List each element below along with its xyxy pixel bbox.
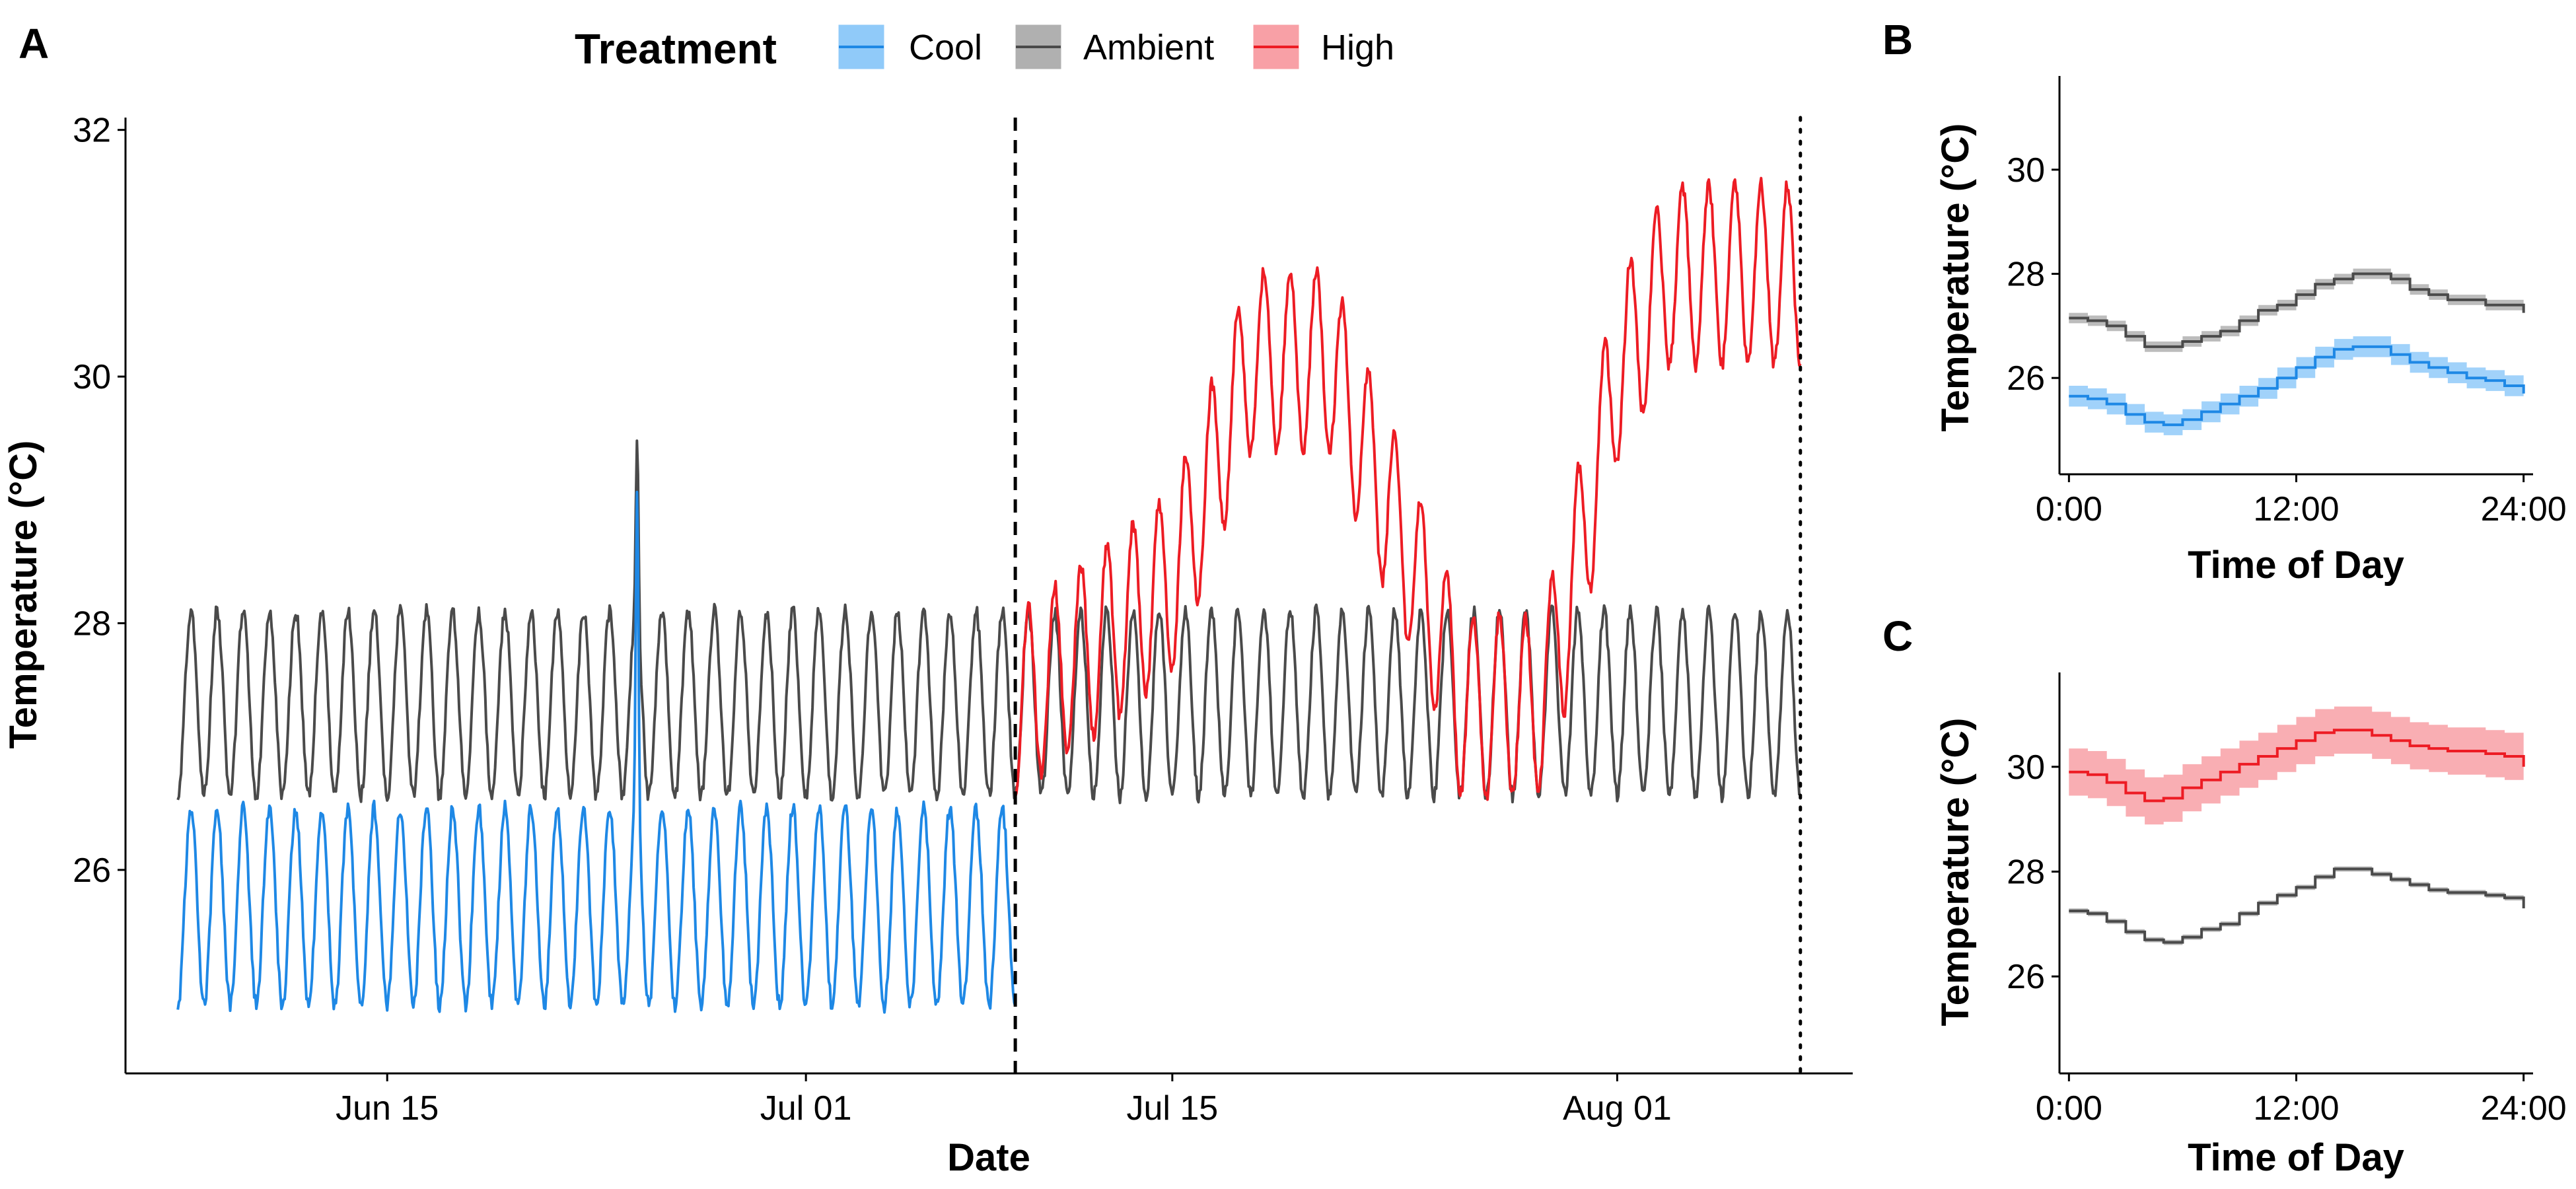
- panel-a-x-title: Date: [947, 1136, 1030, 1179]
- series-band-ambient: [2069, 268, 2524, 352]
- x-tick-label: 0:00: [2036, 490, 2102, 528]
- panel-a-y-ticks: 26 28 30 32: [73, 112, 125, 890]
- series-line-ambient: [2069, 272, 2525, 348]
- panel-b-y-title: Temperature (°C): [1934, 124, 1977, 432]
- panel-c-y-ticks: 26 28 30: [2007, 748, 2059, 996]
- y-tick-label: 28: [2007, 256, 2045, 294]
- x-tick-label: Jul 15: [1126, 1089, 1218, 1128]
- panel-b: 26 28 30 0:00 12:00 24:00 Time of Day Temper…: [1934, 76, 2567, 587]
- panel-b-y-ticks: 26 28 30: [2007, 151, 2059, 398]
- panel-c-y-title: Temperature (°C): [1934, 718, 1977, 1027]
- x-tick-label: 24:00: [2481, 1089, 2567, 1128]
- legend-label-cool: Cool: [909, 28, 982, 67]
- x-tick-label: 24:00: [2481, 490, 2567, 528]
- legend-item-high: High: [1253, 24, 1394, 69]
- y-tick-label: 32: [73, 112, 111, 150]
- y-tick-label: 28: [73, 605, 111, 643]
- panel-a-x-ticks: Jun 15 Jul 01 Jul 15 Aug 01: [336, 1073, 1672, 1128]
- y-tick-label: 30: [2007, 748, 2045, 787]
- legend-item-cool: Cool: [838, 24, 982, 69]
- legend-item-ambient: Ambient: [1015, 24, 1214, 69]
- panel-a-series: [176, 176, 1802, 1014]
- y-tick-label: 30: [73, 358, 111, 396]
- x-tick-label: 12:00: [2253, 1089, 2339, 1128]
- panel-a-y-title: Temperature (°C): [2, 441, 45, 749]
- legend-title: Treatment: [575, 25, 777, 73]
- legend: Treatment Cool Ambient High: [575, 24, 1394, 73]
- x-tick-label: 12:00: [2253, 490, 2339, 528]
- series-line-cool: [176, 490, 1017, 1014]
- series-line-high: [1014, 176, 1802, 801]
- panel-label-c: C: [1882, 612, 1913, 660]
- panel-b-series: [2069, 268, 2525, 435]
- series-line-cool: [2069, 345, 2525, 427]
- panel-c-x-title: Time of Day: [2188, 1136, 2404, 1179]
- series-band-cool: [2069, 336, 2524, 435]
- legend-label-high: High: [1321, 28, 1394, 67]
- y-tick-label: 30: [2007, 151, 2045, 190]
- series-line-ambient: [2069, 867, 2525, 944]
- x-tick-label: 0:00: [2036, 1089, 2102, 1128]
- panel-b-x-title: Time of Day: [2188, 544, 2404, 587]
- x-tick-label: Aug 01: [1563, 1089, 1672, 1128]
- panel-a: 26 28 30 32 Jun 15 Jul 01 Jul 15 Aug 01 Date T…: [2, 112, 1853, 1179]
- y-tick-label: 26: [2007, 958, 2045, 996]
- panel-label-b: B: [1882, 16, 1913, 63]
- panel-label-a: A: [18, 20, 49, 67]
- y-tick-label: 28: [2007, 853, 2045, 892]
- panel-a-reference-lines: [1013, 116, 1803, 1075]
- panel-c-series: [2069, 706, 2525, 945]
- x-tick-label: Jun 15: [336, 1089, 439, 1128]
- series-band-high: [2069, 706, 2524, 825]
- panel-c: 26 28 30 0:00 12:00 24:00 Time of Day Temper…: [1934, 672, 2567, 1179]
- series-line-high: [2069, 729, 2525, 803]
- x-tick-label: Jul 01: [760, 1089, 852, 1128]
- legend-label-ambient: Ambient: [1083, 28, 1214, 67]
- y-tick-label: 26: [2007, 359, 2045, 398]
- y-tick-label: 26: [73, 851, 111, 890]
- panel-b-x-ticks: 0:00 12:00 24:00: [2036, 474, 2567, 528]
- panel-c-x-ticks: 0:00 12:00 24:00: [2036, 1073, 2567, 1128]
